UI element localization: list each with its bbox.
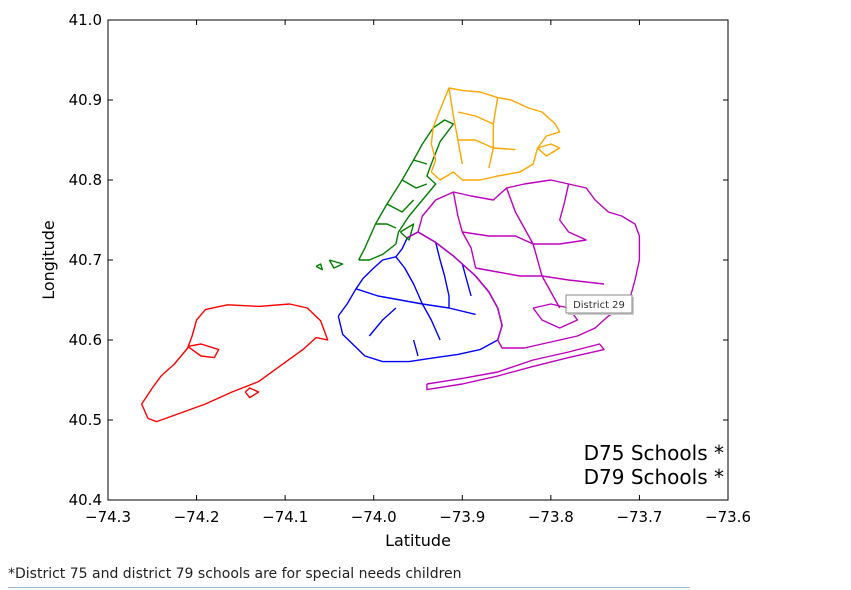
district-boundary-manhattan-1 [386, 199, 415, 213]
district-boundary-queens-7 [559, 183, 587, 241]
district-boundary-bronx-4 [457, 111, 494, 125]
x-tick-label: −73.9 [439, 508, 485, 526]
district-boundary-brooklyn-2 [355, 288, 476, 316]
district-boundary-queens-3 [505, 187, 539, 261]
x-tick-label: −73.8 [528, 508, 574, 526]
district-boundary-queens-6 [475, 267, 605, 285]
plot-area [108, 20, 728, 500]
x-tick-label: −74.2 [174, 508, 220, 526]
district-boundary-queens-5 [536, 259, 561, 309]
district-boundary-manhattan-2 [375, 223, 397, 229]
district-tooltip: District 29 [565, 294, 634, 315]
district-boundary-queens-0 [407, 179, 641, 349]
district-boundary-bronx-2 [488, 97, 499, 169]
district-boundary-brooklyn-3 [435, 242, 450, 308]
y-axis-label: Longitude [39, 220, 58, 300]
y-tick-label: 40.7 [69, 251, 102, 269]
district-boundary-manhattan-7 [315, 263, 323, 271]
district-boundary-brooklyn-6 [412, 339, 419, 357]
district-boundary-queens-8 [532, 303, 579, 329]
district-boundary-manhattan-0 [358, 119, 455, 261]
district-boundary-brooklyn-5 [368, 307, 397, 337]
district-boundary-queens-1 [426, 343, 605, 391]
annotations: D75 Schools *D79 Schools * [584, 441, 724, 489]
district-boundary-bronx-3 [457, 139, 516, 151]
x-tick-label: −73.6 [705, 508, 751, 526]
y-tick-label: 40.4 [69, 491, 102, 509]
x-tick-label: −74.3 [85, 508, 131, 526]
footnote: *District 75 and district 79 schools are… [8, 566, 462, 582]
district-boundary-queens-4 [462, 231, 587, 245]
annotation-1: D79 Schools * [584, 465, 724, 489]
axis-ticks: −74.3 −74.2 −74.1 −74.0 −73.9 −73.8 −73.7 −73.6… [69, 11, 751, 526]
y-tick-label: 40.6 [69, 331, 102, 349]
y-tick-label: 40.8 [69, 171, 102, 189]
tooltip-text: District 29 [573, 300, 625, 311]
x-tick-label: −74.0 [351, 508, 397, 526]
x-axis-label: Latitude [385, 531, 451, 550]
footnote-underline [8, 587, 690, 588]
district-boundary-staten_island-2 [244, 387, 260, 399]
district-boundaries [140, 87, 641, 423]
district-boundary-manhattan-4 [413, 159, 428, 165]
district-boundary-staten_island-0 [140, 303, 329, 423]
district-map-chart: −74.3 −74.2 −74.1 −74.0 −73.9 −73.8 −73.7 −73.6… [39, 11, 751, 550]
district-boundary-staten_island-1 [187, 343, 220, 359]
tooltip-box [565, 294, 633, 314]
district-boundary-brooklyn-4 [461, 263, 472, 297]
district-boundary-bronx-1 [448, 87, 463, 165]
district-boundary-manhattan-6 [328, 259, 344, 269]
district-boundary-bronx-5 [537, 143, 561, 157]
district-boundary-bronx-0 [430, 87, 561, 181]
district-boundary-brooklyn-1 [395, 256, 441, 341]
y-tick-label: 41.0 [69, 11, 102, 29]
y-tick-label: 40.9 [69, 91, 102, 109]
district-boundary-manhattan-3 [401, 179, 428, 189]
district-boundary-manhattan-5 [399, 223, 415, 241]
y-tick-label: 40.5 [69, 411, 102, 429]
x-tick-label: −73.7 [616, 508, 662, 526]
x-tick-label: −74.1 [262, 508, 308, 526]
annotation-0: D75 Schools * [584, 441, 724, 465]
